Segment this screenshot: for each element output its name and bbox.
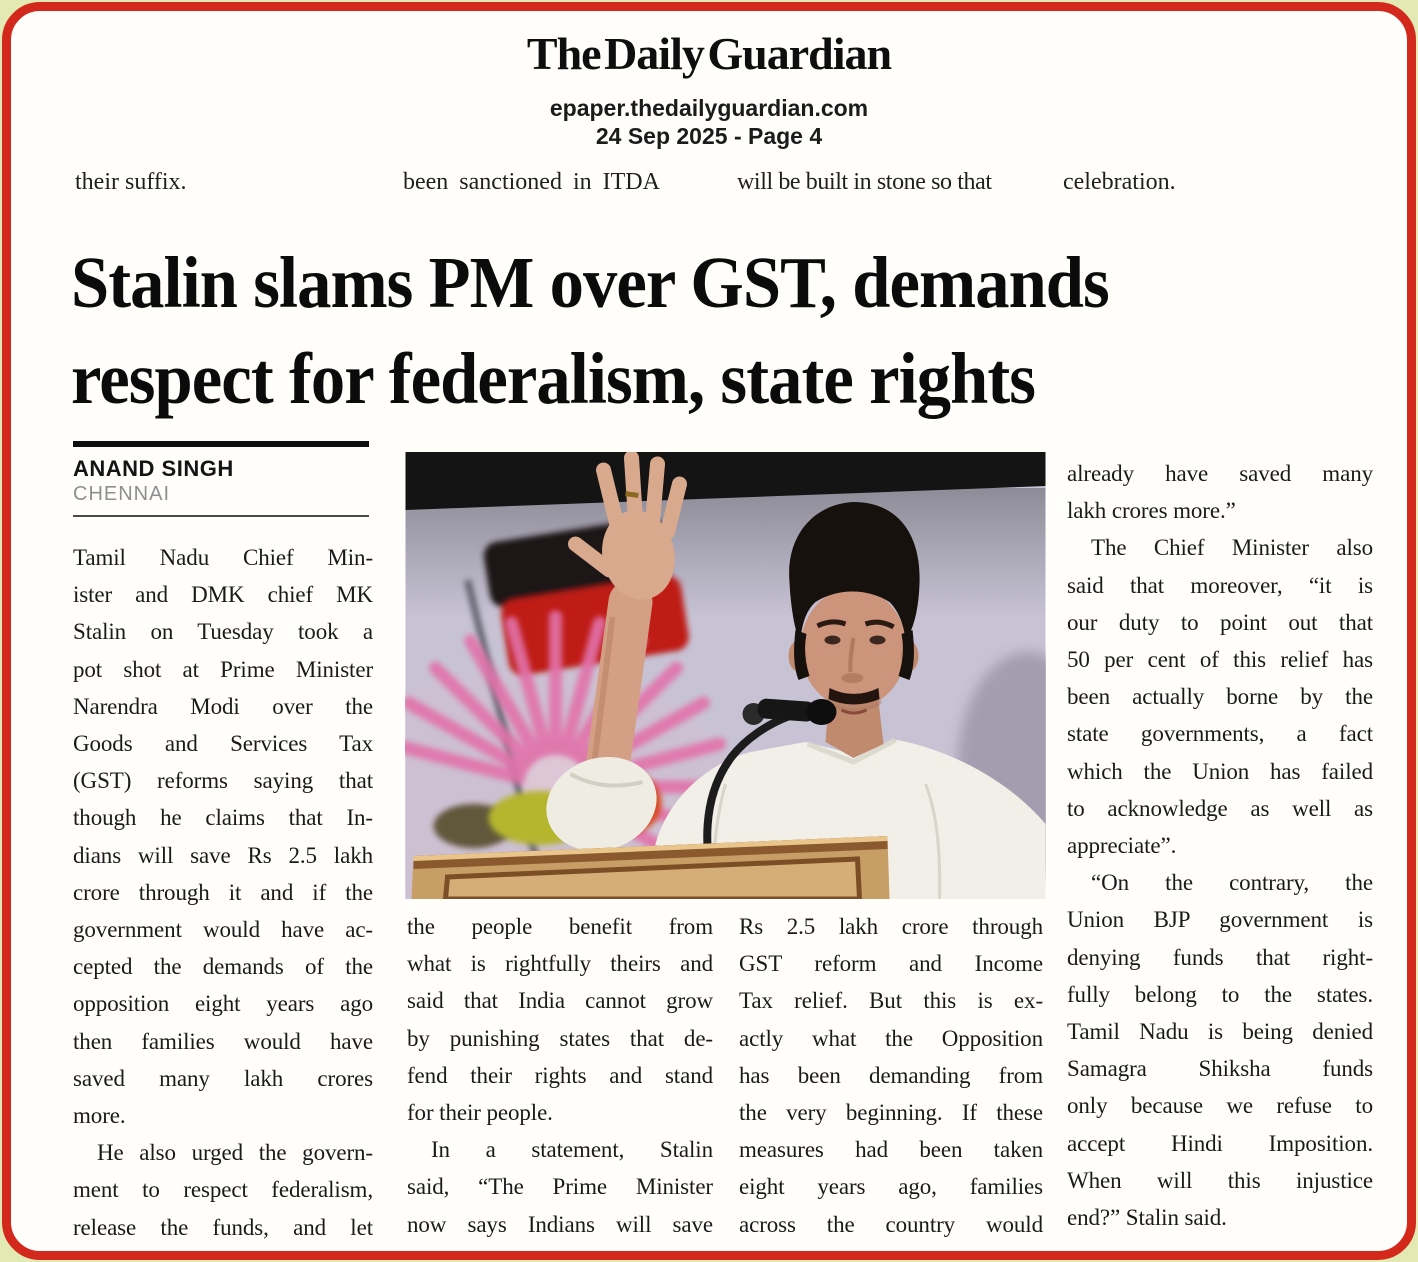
body-line: government would have ac- — [73, 917, 373, 943]
headline-line-2: respect for federalism, state rights — [71, 338, 1036, 419]
body-line: Union BJP government is — [1067, 907, 1373, 933]
headline-line-1: Stalin slams PM over GST, demands — [71, 242, 1110, 323]
body-line: denying funds that right- — [1067, 944, 1373, 970]
body-line: to acknowledge as well as — [1067, 795, 1373, 821]
body-line: Samagra Shiksha funds — [1067, 1056, 1373, 1082]
body-line: Stalin on Tuesday took a — [73, 619, 373, 645]
date-page-line: 24 Sep 2025 - Page 4 — [595, 123, 823, 149]
body-line: been actually borne by the — [1067, 684, 1373, 710]
byline-author: ANAND SINGH — [73, 456, 234, 481]
body-line: measures had been taken — [739, 1137, 1043, 1163]
body-line: cepted the demands of the — [73, 954, 373, 980]
article-column-4: already have saved many lakh crores more.… — [1067, 455, 1373, 1236]
body-line: fully belong to the states. — [1067, 981, 1373, 1007]
body-line: the very beginning. If these — [739, 1100, 1043, 1126]
body-line: end?” Stalin said. — [1067, 1205, 1227, 1231]
body-line: In a statement, Stalin — [431, 1137, 713, 1163]
body-line: The Chief Minister also — [1091, 535, 1373, 561]
body-line: release the funds, and let — [73, 1214, 373, 1240]
body-line: more. — [73, 1103, 126, 1129]
body-line: saved many lakh crores — [73, 1065, 373, 1091]
fragment-text: will be built in stone so that — [737, 169, 992, 195]
body-line: said that India cannot grow — [407, 988, 713, 1014]
article-headline: Stalin slams PM over GST, demands respec… — [71, 235, 1349, 427]
body-line: Rs 2.5 lakh crore through — [739, 914, 1043, 939]
body-line: ister and DMK chief MK — [73, 582, 373, 608]
byline-city: CHENNAI — [73, 483, 171, 505]
body-line: dians will save Rs 2.5 lakh — [73, 842, 373, 868]
article-photo — [405, 452, 1046, 899]
body-line: pot shot at Prime Minister — [73, 656, 373, 682]
body-line: lakh crores more.” — [1067, 498, 1236, 524]
mustache — [828, 688, 880, 705]
byline-rule-bottom — [73, 515, 369, 517]
body-line: for their people. — [407, 1100, 553, 1126]
body-line: “On the contrary, the — [1091, 870, 1373, 896]
body-line: GST reform and Income — [739, 951, 1043, 977]
body-line: already have saved many — [1067, 461, 1373, 486]
body-line: Goods and Services Tax — [73, 731, 373, 757]
hair — [789, 502, 920, 642]
body-line: eight years ago, families — [739, 1174, 1043, 1200]
body-line: only because we refuse to — [1067, 1093, 1373, 1119]
body-line: though he claims that In- — [73, 805, 373, 831]
body-line: said, “The Prime Minister — [407, 1174, 713, 1200]
raised-hand — [568, 452, 687, 804]
stage-banner — [405, 452, 1046, 510]
body-line: ment to respect federalism, — [73, 1177, 373, 1203]
body-line: crore through it and if the — [73, 879, 373, 905]
body-line: across the country would — [739, 1211, 1043, 1237]
body-line: appreciate”. — [1067, 833, 1177, 859]
article-column-1: Tamil Nadu Chief Min-ister and DMK chief… — [73, 539, 373, 1246]
body-line: accept Hindi Imposition. — [1067, 1130, 1373, 1156]
article-column-3: Rs 2.5 lakh crore through GST reform and … — [739, 908, 1043, 1243]
body-line: which the Union has failed — [1067, 758, 1373, 784]
body-line: (GST) reforms saying that — [73, 768, 373, 794]
body-line: our duty to point out that — [1067, 609, 1373, 635]
body-line: now says Indians will save — [407, 1211, 713, 1237]
body-line: has been demanding from — [739, 1062, 1043, 1088]
epaper-url: epaper.thedailyguardian.com — [549, 95, 869, 121]
article-column-2: the people benefit from what is rightfull… — [407, 908, 713, 1243]
fragment-text: been sanctioned in ITDA — [403, 169, 660, 195]
body-line: the people benefit from — [407, 914, 713, 939]
photo-illustration — [405, 452, 1046, 899]
fragment-text: celebration. — [1063, 169, 1176, 195]
masthead-title: The Daily Guardian — [526, 28, 892, 79]
neck — [825, 692, 884, 758]
body-line: what is rightfully theirs and — [407, 951, 713, 977]
body-line: actly what the Opposition — [739, 1025, 1043, 1051]
byline-block: ANAND SINGH CHENNAI — [73, 441, 369, 517]
body-line: Tamil Nadu is being denied — [1067, 1019, 1373, 1045]
body-line: fend their rights and stand — [407, 1062, 713, 1088]
body-line: then families would have — [73, 1028, 373, 1054]
byline-rule-top — [73, 441, 369, 447]
rolled-sleeve — [546, 756, 657, 852]
body-line: He also urged the govern- — [97, 1140, 373, 1166]
body-line: opposition eight years ago — [73, 991, 373, 1017]
body-line: Tax relief. But this is ex- — [739, 988, 1043, 1014]
body-line: Tamil Nadu Chief Min- — [73, 545, 373, 570]
podium — [411, 836, 890, 899]
body-line: said that moreover, “it is — [1067, 572, 1373, 598]
body-line: When will this injustice — [1067, 1167, 1373, 1193]
body-line: by punishing states that de- — [407, 1025, 713, 1051]
fragment-text: their suffix. — [75, 169, 187, 195]
body-line: state governments, a fact — [1067, 721, 1373, 747]
body-line: Narendra Modi over the — [73, 693, 373, 719]
body-line: 50 per cent of this relief has — [1067, 647, 1373, 673]
